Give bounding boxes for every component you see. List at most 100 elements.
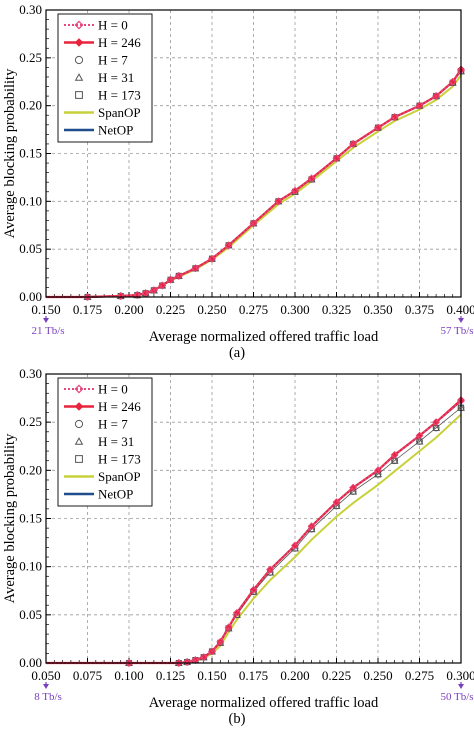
x-tick-label: 0.325 [322,302,351,317]
x-tick-label: 0.250 [197,302,226,317]
legend-marker-h-173 [75,455,83,463]
plot-frame [45,373,462,664]
point-h-0 [349,483,357,492]
point-h-0 [291,186,299,195]
point-h-0 [291,541,299,550]
x-tick-label: 0.150 [197,668,226,683]
chart-panel-a: 0.150 0.175 0.200 0.225 0.250 0.275 0.300 0.325… [2,2,474,361]
legend-label-h-7: H = 7 [98,417,128,432]
point-h-0 [390,451,399,459]
point-h-0 [233,609,241,617]
legend-label-netop: NetOP [98,487,133,502]
legend-label-h-246: H = 246 [98,399,141,414]
point-h-0 [224,623,233,632]
y-tick-label: 0.25 [19,414,42,429]
point-h-0 [216,637,225,646]
point-h-0 [191,264,200,273]
point-h-0 [133,291,142,299]
point-h-173 [391,457,398,464]
point-h-0 [174,272,183,280]
x-tick-label: 0.300 [280,302,309,317]
legend-label-h-31: H = 31 [98,70,134,85]
figure-caption: (a) [229,345,245,361]
legend-marker-h-7 [74,55,84,65]
y-tick-label: 0.10 [19,559,42,574]
y-tick-label: 0.05 [19,241,42,256]
legend-marker-h-173 [75,91,83,99]
x-tick-label: 0.225 [156,302,185,317]
y-tick-label: 0.30 [19,2,42,17]
x-tick-label: 0.225 [322,668,351,683]
point-h-0 [415,101,424,110]
point-h-0 [332,154,341,163]
annotation-right: 50 Tb/s [440,691,473,703]
point-h-0 [158,281,167,290]
x-tick-label: 0.100 [114,668,143,683]
point-h-0 [183,658,191,666]
x-tick-label: 0.175 [73,302,102,317]
point-h-0 [432,92,440,100]
legend-box [57,13,153,143]
point-h-0 [432,418,440,427]
point-h-0 [390,113,399,121]
annotation-left: 8 Tb/s [34,691,62,703]
point-h-0 [208,254,216,263]
x-tick-label: 0.300 [446,668,474,683]
point-h-0 [199,653,208,662]
legend-marker-h-246 [74,402,84,411]
x-tick-label: 0.375 [405,302,434,317]
x-tick-label: 0.200 [114,302,143,317]
legend-marker-h-31 [74,437,84,445]
annotation-left: 21 Tb/s [31,325,64,337]
point-h-0 [448,77,457,86]
annotation-arrowhead-left [43,684,49,689]
point-h-0 [208,647,216,656]
y-tick-label: 0.05 [19,607,42,622]
y-tick-label: 0.20 [19,98,42,113]
point-h-0 [307,522,316,531]
x-tick-label: 0.400 [446,302,474,317]
x-tick-label: 0.200 [280,668,309,683]
y-tick-label: 0.20 [19,462,42,477]
point-h-0 [224,241,233,250]
x-tick-label: 0.275 [239,302,268,317]
legend-label-h-173: H = 173 [98,452,141,467]
annotation-arrowhead-right [458,684,464,689]
point-h-0 [374,123,382,132]
point-h-0 [125,659,133,667]
legend-box [57,377,153,507]
chart-panel-b: 0.050 0.075 0.100 0.125 0.150 0.175 0.200 0.225… [2,366,474,727]
point-h-0 [415,431,424,440]
legend-label-h-31: H = 31 [98,434,134,449]
point-h-0 [116,292,125,300]
x-axis-label: Average normalized offered traffic load [149,329,379,345]
legend-label-h-0: H = 0 [98,18,128,33]
y-tick-label: 0.00 [19,289,42,304]
legend-marker-h-31 [74,73,84,81]
point-h-0 [349,140,357,148]
y-axis-label: Average blocking probability [2,433,18,603]
point-h-0 [83,293,92,301]
annotation-right: 57 Tb/s [440,325,473,337]
legend-marker-h-7 [74,419,84,429]
x-tick-label: 0.275 [405,668,434,683]
point-h-0 [249,585,258,594]
legend-label-h-246: H = 246 [98,35,141,50]
legend-label-spanop: SpanOP [98,469,141,484]
legend-label-spanop: SpanOP [98,105,141,120]
y-tick-label: 0.30 [19,366,42,381]
legend-marker-h-0 [74,20,84,30]
point-h-0 [249,219,258,228]
x-tick-label: 0.250 [363,668,392,683]
plot-frame [45,9,462,298]
x-tick-label: 0.150 [31,302,60,317]
legend-marker-h-0 [74,384,84,394]
point-h-0 [266,565,274,574]
legend-label-netop: NetOP [98,123,133,138]
point-h-173 [433,424,440,431]
y-axis-label: Average blocking probability [2,68,18,238]
x-tick-label: 0.075 [73,668,102,683]
point-h-0 [274,197,283,206]
point-h-0 [150,286,158,295]
